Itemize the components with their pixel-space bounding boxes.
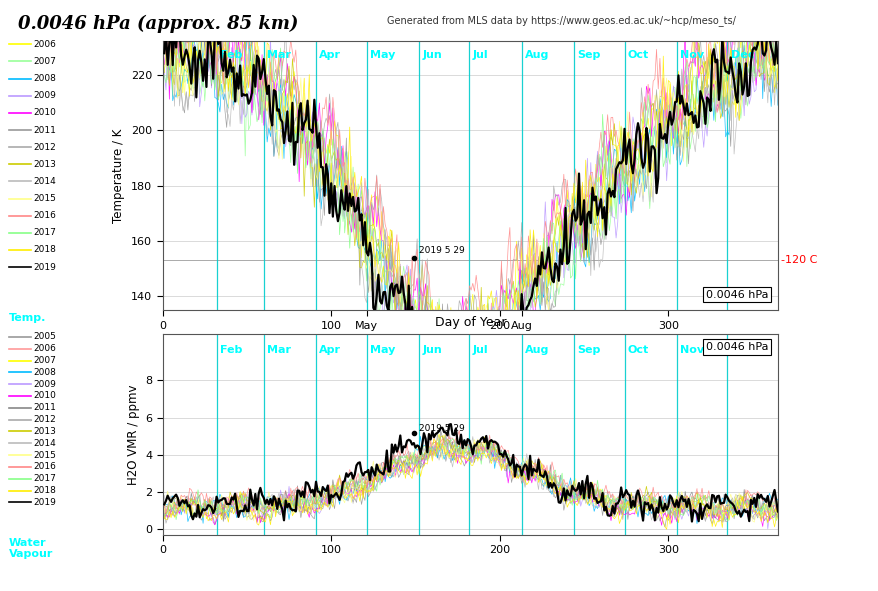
- Text: Water
Vapour: Water Vapour: [9, 538, 53, 560]
- Text: 2012: 2012: [33, 415, 56, 424]
- Text: 2010: 2010: [33, 108, 56, 118]
- Text: Oct: Oct: [627, 50, 648, 60]
- Text: Oct: Oct: [627, 345, 648, 355]
- Text: Nov: Nov: [680, 345, 703, 355]
- Text: 2007: 2007: [33, 356, 56, 365]
- Text: 2017: 2017: [33, 228, 56, 238]
- Text: Jul: Jul: [472, 50, 488, 60]
- Text: Temp.: Temp.: [9, 313, 47, 323]
- Text: 2007: 2007: [33, 57, 56, 66]
- Text: Jun: Jun: [421, 50, 442, 60]
- Text: 2016: 2016: [33, 462, 56, 472]
- Text: 2006: 2006: [33, 40, 56, 49]
- Text: Feb: Feb: [220, 50, 242, 60]
- Y-axis label: Temperature / K: Temperature / K: [112, 129, 126, 223]
- Text: 2014: 2014: [33, 177, 56, 186]
- Text: Sep: Sep: [577, 345, 600, 355]
- Text: 2010: 2010: [33, 391, 56, 401]
- Text: 2018: 2018: [33, 486, 56, 495]
- Text: 2017: 2017: [33, 474, 56, 483]
- Text: 2008: 2008: [33, 368, 56, 377]
- Text: 2019 5 29: 2019 5 29: [419, 246, 464, 255]
- Text: 2012: 2012: [33, 142, 56, 152]
- Text: Feb: Feb: [220, 345, 242, 355]
- Text: 2006: 2006: [33, 344, 56, 353]
- Text: Mar: Mar: [267, 50, 291, 60]
- Text: -120 C: -120 C: [780, 255, 817, 265]
- Text: 2005: 2005: [33, 332, 56, 342]
- Y-axis label: H2O VMR / ppmv: H2O VMR / ppmv: [126, 384, 140, 485]
- Text: 2018: 2018: [33, 245, 56, 255]
- Text: 2019: 2019: [33, 498, 56, 507]
- Text: 2008: 2008: [33, 74, 56, 83]
- Text: Apr: Apr: [319, 50, 341, 60]
- Text: Apr: Apr: [319, 345, 341, 355]
- Text: 0.0046 hPa: 0.0046 hPa: [705, 342, 767, 352]
- Text: Nov: Nov: [680, 50, 703, 60]
- Text: May: May: [370, 345, 395, 355]
- Text: 2016: 2016: [33, 211, 56, 220]
- Text: Sep: Sep: [577, 50, 600, 60]
- Text: 2014: 2014: [33, 439, 56, 448]
- Text: Aug: Aug: [524, 50, 549, 60]
- Text: 2013: 2013: [33, 160, 56, 169]
- Text: 2011: 2011: [33, 403, 56, 413]
- Text: 0.0046 hPa: 0.0046 hPa: [705, 290, 767, 300]
- Text: Aug: Aug: [524, 345, 549, 355]
- Text: 2015: 2015: [33, 450, 56, 460]
- Text: Day of Year: Day of Year: [434, 316, 506, 329]
- Text: 2013: 2013: [33, 427, 56, 436]
- Text: Jul: Jul: [472, 345, 488, 355]
- Text: 0.0046 hPa (approx. 85 km): 0.0046 hPa (approx. 85 km): [18, 15, 298, 33]
- Text: 2019: 2019: [33, 262, 56, 272]
- Text: May: May: [370, 50, 395, 60]
- Text: Jun: Jun: [421, 345, 442, 355]
- Text: 2015: 2015: [33, 194, 56, 203]
- Text: Dec: Dec: [730, 345, 753, 355]
- Text: Mar: Mar: [267, 345, 291, 355]
- Text: 2019 5 29: 2019 5 29: [419, 424, 464, 433]
- Text: Dec: Dec: [730, 50, 753, 60]
- Text: 2009: 2009: [33, 379, 56, 389]
- Text: 2009: 2009: [33, 91, 56, 100]
- Text: 2011: 2011: [33, 125, 56, 135]
- Text: Generated from MLS data by https://www.geos.ed.ac.uk/~hcp/meso_ts/: Generated from MLS data by https://www.g…: [386, 15, 735, 25]
